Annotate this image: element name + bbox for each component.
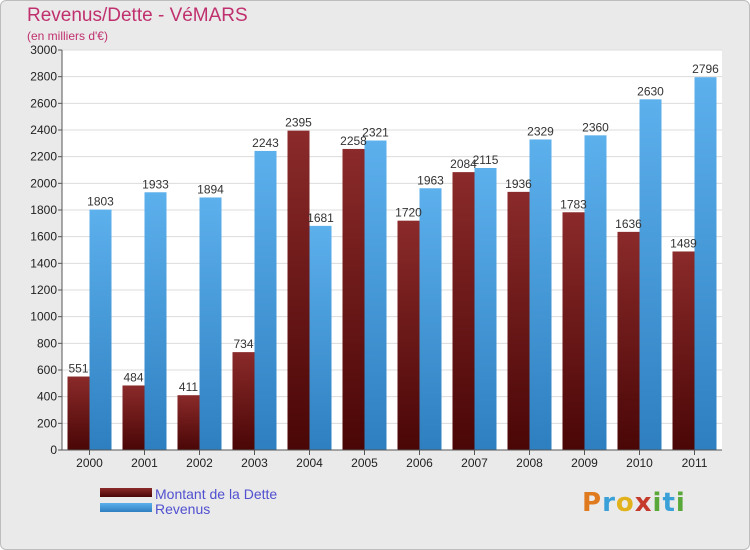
debt-value-label: 411 [179,380,198,394]
debt-value-label: 1783 [560,197,587,211]
debt-value-label: 1489 [670,236,697,250]
y-tick-label: 600 [37,363,57,377]
y-tick-label: 1400 [30,256,57,270]
chart-subtitle: (en milliers d'€) [27,29,108,43]
revenue-bar [144,192,167,450]
debt-bar [672,251,695,450]
revenue-value-label: 2321 [362,126,389,140]
legend-swatch-debt [100,488,152,497]
debt-bar [177,395,200,450]
debt-value-label: 734 [233,337,253,351]
x-tick-label: 2009 [571,456,598,470]
y-tick-label: 2600 [30,96,57,110]
y-tick-label: 1600 [30,230,57,244]
debt-bar [617,231,640,450]
proxiti-logo: Proxiti [582,488,686,518]
revenue-bar [639,99,662,450]
revenue-bar [309,225,332,450]
legend-label-revenue: Revenus [155,501,210,517]
revenue-bar [529,139,552,450]
revenue-bar [694,77,717,450]
y-tick-label: 2800 [30,70,57,84]
debt-bar [452,172,475,450]
revenue-value-label: 2360 [582,120,609,134]
y-tick-label: 0 [50,443,57,457]
debt-bar [67,376,90,450]
y-tick-label: 200 [37,416,57,430]
revenue-value-label: 1681 [307,211,334,225]
revenue-value-label: 1894 [197,182,224,196]
legend-swatch-revenue [100,503,152,512]
debt-value-label: 2084 [450,157,477,171]
debt-value-label: 2258 [340,134,367,148]
debt-bar [507,191,530,450]
revenue-bar [419,188,442,450]
y-tick-label: 400 [37,390,57,404]
x-tick-label: 2002 [186,456,213,470]
debt-bar [562,212,585,450]
x-tick-label: 2008 [516,456,543,470]
x-tick-label: 2011 [682,456,708,470]
x-tick-label: 2010 [626,456,653,470]
bars [67,77,717,451]
debt-value-label: 484 [123,370,143,384]
debt-bar [232,352,255,450]
x-tick-label: 2001 [131,456,158,470]
revenue-bar [584,135,607,451]
data-labels: 551 1803 484 1933 411 1894 734 2243 2395 1681 2258… [68,62,719,394]
revenue-value-label: 1963 [417,173,444,187]
debt-value-label: 1720 [395,206,422,220]
x-tick-label: 2006 [406,456,433,470]
plot-background [62,50,722,450]
revenue-value-label: 1933 [142,177,169,191]
debt-value-label: 1936 [505,177,532,191]
axes: 0 200 400 600 800 1000 1200 1400 1600 1800 2000 220… [30,43,722,470]
y-tick-label: 1000 [30,310,57,324]
y-tick-label: 2000 [30,176,57,190]
x-tick-label: 2004 [296,456,323,470]
revenue-value-label: 2796 [692,62,719,76]
revenue-bar [254,150,277,450]
x-tick-label: 2007 [461,456,488,470]
plot-area [62,50,722,450]
revenue-bar [474,168,497,450]
y-tick-label: 1800 [30,203,57,217]
revenue-bar [89,209,112,450]
x-tick-label: 2000 [76,456,103,470]
debt-value-label: 1636 [615,217,642,231]
revenue-value-label: 1803 [87,195,114,209]
legend-label-debt: Montant de la Dette [155,486,277,502]
revenue-value-label: 2115 [473,153,499,167]
revenue-value-label: 2243 [252,136,279,150]
debt-bar [287,130,310,450]
debt-bar [122,385,145,450]
debt-value-label: 2395 [285,116,312,130]
y-tick-label: 2400 [30,123,57,137]
debt-value-label: 551 [68,362,88,376]
debt-bar [342,148,365,450]
x-tick-label: 2005 [351,456,378,470]
revenue-bar [199,197,222,450]
y-tick-label: 3000 [30,43,57,57]
y-tick-label: 800 [37,336,57,350]
chart-title: Revenus/Dette - VéMARS [27,5,248,26]
revenue-value-label: 2630 [637,84,664,98]
debt-bar [397,220,420,450]
y-tick-label: 1200 [30,283,57,297]
revenue-value-label: 2329 [527,124,554,138]
y-tick-label: 2200 [30,150,57,164]
x-tick-label: 2003 [241,456,268,470]
revenue-bar [364,140,387,451]
